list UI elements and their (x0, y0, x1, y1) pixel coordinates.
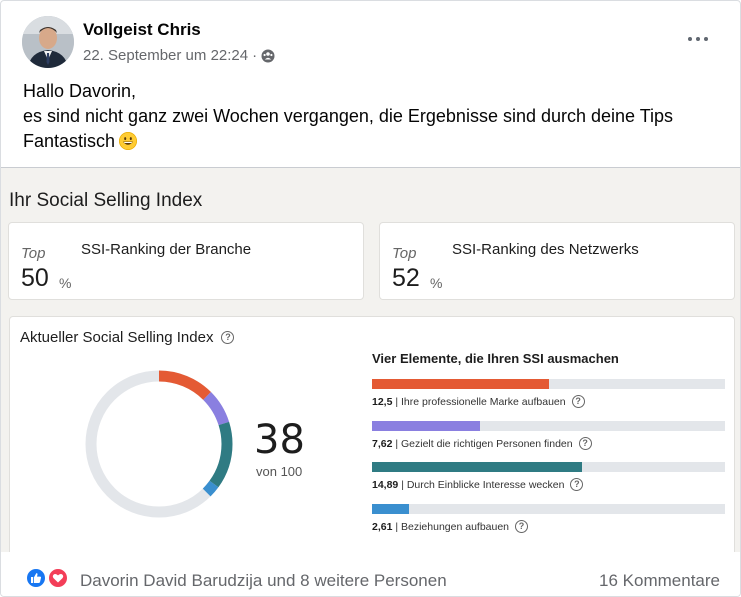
branch-ranking-title: SSI-Ranking der Branche (81, 241, 252, 258)
ssi-element-track (372, 504, 725, 514)
avatar-photo (22, 16, 74, 68)
ssi-element-value: 7,62 (372, 437, 393, 450)
donut-segment-1 (85, 370, 233, 518)
more-options-button[interactable] (684, 27, 712, 51)
post-text-line: Fantastisch (23, 129, 723, 154)
ssi-element-label: 2,61 | Beziehungen aufbauen? (372, 520, 529, 533)
post-text: Hallo Davorin, es sind nicht ganz zwei W… (23, 79, 723, 154)
ssi-element-label: 12,5 | Ihre professionelle Marke aufbaue… (372, 395, 585, 408)
donut-segment-3 (85, 370, 233, 518)
post-timestamp[interactable]: 22. September um 22:24 (83, 47, 249, 64)
help-icon[interactable]: ? (570, 478, 584, 491)
ssi-element-label: 14,89 | Durch Einblicke Interesse wecken… (372, 478, 584, 491)
elements-title: Vier Elemente, die Ihren SSI ausmachen (372, 351, 619, 366)
ssi-element-name: | Gezielt die richtigen Personen finden (395, 437, 573, 450)
network-top-label: Top (392, 245, 417, 262)
network-ranking-value: 52 (392, 264, 420, 292)
ssi-score: 38 (254, 417, 305, 463)
author-avatar[interactable] (22, 16, 74, 68)
post-footer: Davorin David Barudzija und 8 weitere Pe… (1, 552, 740, 596)
post-meta: 22. September um 22:24 · (83, 47, 275, 64)
love-icon (47, 567, 69, 589)
comments-count[interactable]: 16 Kommentare (599, 571, 720, 590)
ssi-element-track (372, 379, 725, 389)
network-ranking-card: Top SSI-Ranking des Netzwerks 52 % (379, 222, 735, 300)
ssi-element-name: | Ihre professionelle Marke aufbauen (395, 395, 566, 408)
help-icon[interactable]: ? (571, 395, 585, 408)
ssi-element-bar (372, 504, 409, 514)
ssi-element-value: 14,89 (372, 478, 399, 491)
network-ranking-unit: % (430, 275, 443, 291)
like-icon (25, 567, 47, 589)
ssi-element-bar (372, 462, 583, 472)
post-text-last: Fantastisch (23, 131, 116, 151)
shared-ssi-image[interactable]: Ihr Social Selling Index Top SSI-Ranking… (1, 167, 740, 556)
current-ssi-heading: Aktueller Social Selling Index ? (20, 329, 235, 346)
meta-separator: · (252, 47, 258, 64)
branch-ranking-unit: % (59, 275, 72, 291)
reactions-summary[interactable]: Davorin David Barudzija und 8 weitere Pe… (80, 571, 447, 590)
ssi-element-value: 2,61 (372, 520, 393, 533)
post-text-line: es sind nicht ganz zwei Wochen vergangen… (23, 106, 674, 126)
branch-top-label: Top (21, 245, 46, 262)
current-ssi-title: Aktueller Social Selling Index (20, 329, 214, 346)
help-icon[interactable]: ? (221, 331, 235, 344)
post-text-line: Hallo Davorin, (23, 81, 137, 101)
ssi-element-label: 7,62 | Gezielt die richtigen Personen fi… (372, 437, 592, 450)
help-icon[interactable]: ? (515, 520, 529, 533)
ssi-score-max: von 100 (256, 464, 303, 479)
ssi-donut-chart (85, 370, 233, 518)
author-name[interactable]: Vollgeist Chris (83, 20, 201, 39)
branch-ranking-value: 50 (21, 264, 49, 292)
friends-icon[interactable] (261, 49, 275, 63)
ssi-element-name: | Beziehungen aufbauen (395, 520, 510, 533)
grinning-face-emoji (119, 132, 138, 150)
help-icon[interactable]: ? (578, 437, 592, 450)
ssi-element-track (372, 421, 725, 431)
ssi-element-value: 12,5 (372, 395, 393, 408)
ssi-element-name: | Durch Einblicke Interesse wecken (401, 478, 565, 491)
branch-ranking-card: Top SSI-Ranking der Branche 50 % (8, 222, 364, 300)
network-ranking-title: SSI-Ranking des Netzwerks (452, 241, 639, 258)
reaction-icons[interactable] (25, 567, 73, 589)
ssi-element-bar (372, 379, 549, 389)
current-ssi-card: Aktueller Social Selling Index ? 38 von … (9, 316, 735, 556)
ssi-element-track (372, 462, 725, 472)
ssi-element-bar (372, 421, 480, 431)
ssi-title: Ihr Social Selling Index (9, 190, 203, 211)
